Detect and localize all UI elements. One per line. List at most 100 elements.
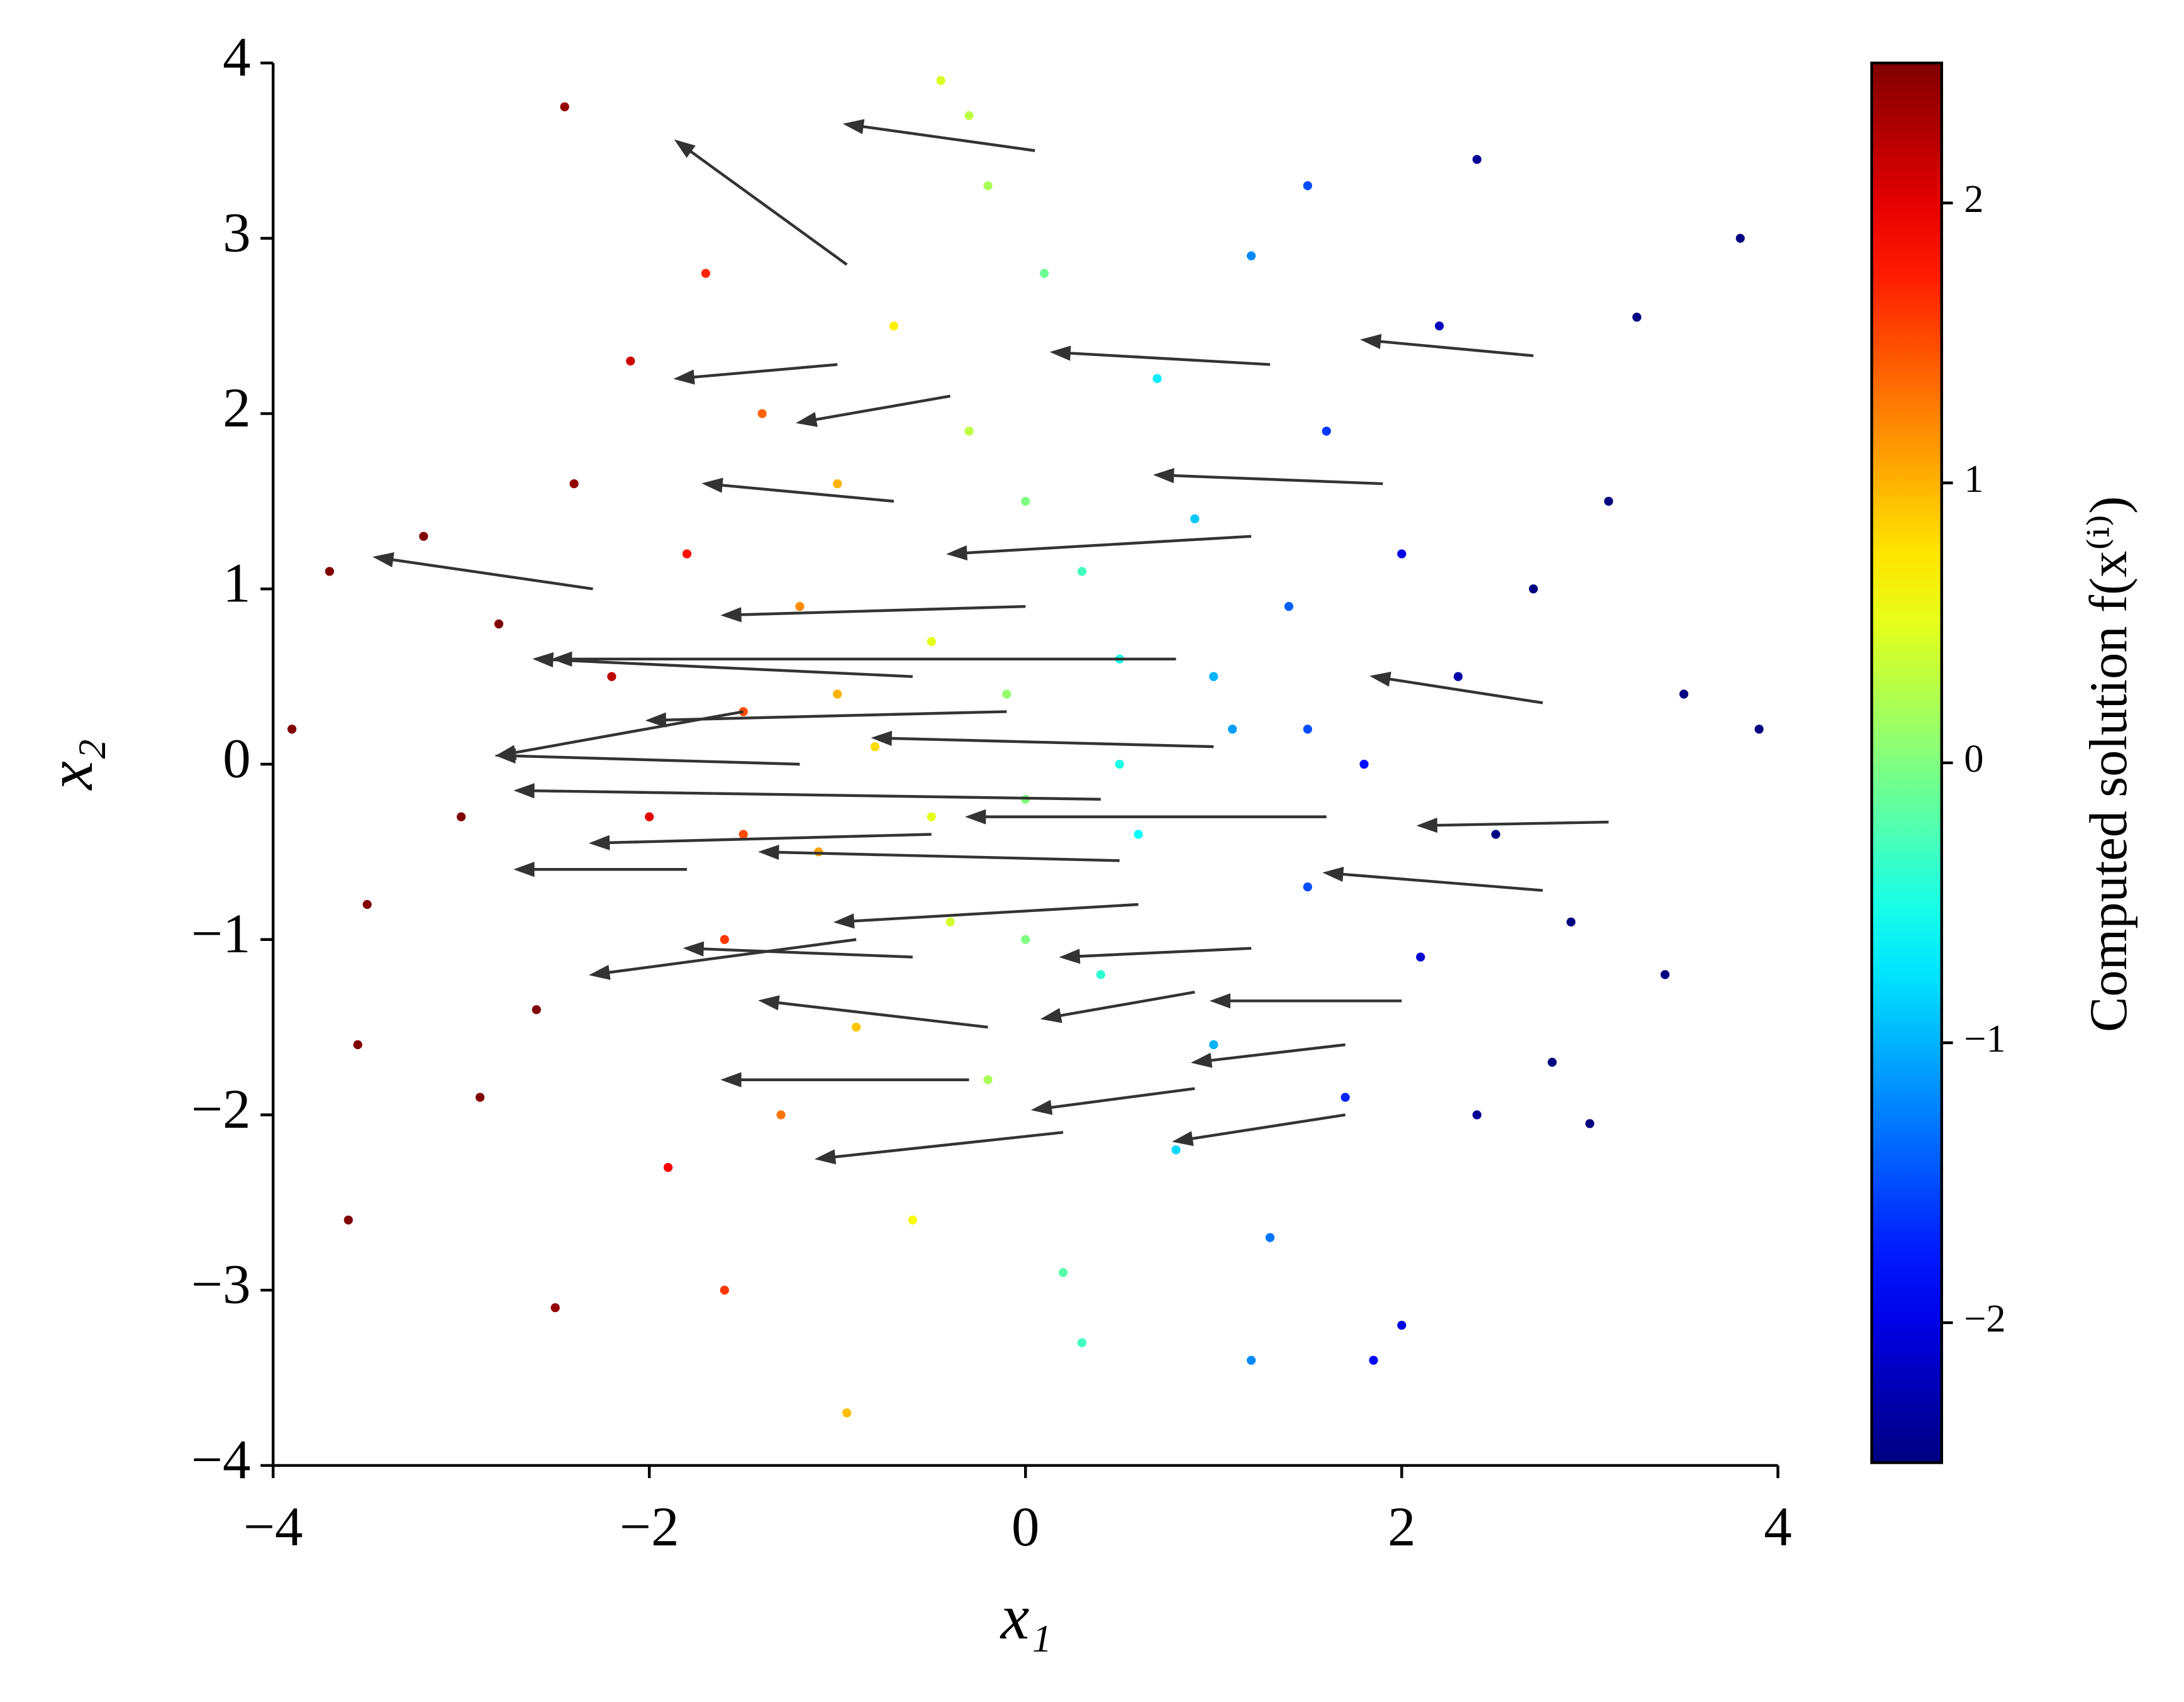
colorbar-tick-label: 1	[1964, 457, 1983, 501]
point	[1754, 725, 1764, 734]
arrow	[758, 844, 1120, 862]
point	[1369, 1355, 1378, 1365]
arrow	[589, 938, 857, 980]
point	[682, 549, 692, 559]
point	[757, 409, 767, 418]
point	[1077, 1338, 1087, 1347]
arrow	[842, 119, 1035, 152]
arrow	[833, 903, 1139, 929]
point	[1604, 496, 1613, 506]
colorbar	[1870, 61, 1943, 1464]
point	[1303, 725, 1312, 734]
point	[1359, 759, 1369, 769]
arrow	[1153, 468, 1383, 486]
point	[1660, 970, 1670, 979]
point	[795, 602, 805, 611]
x-tick-label: 2	[1388, 1496, 1416, 1558]
point	[927, 637, 936, 647]
arrow	[645, 710, 1007, 728]
y-tick-label: −1	[191, 903, 251, 965]
arrow	[1030, 1087, 1195, 1115]
arrow	[814, 1131, 1064, 1165]
point	[1190, 514, 1200, 523]
point	[1002, 689, 1011, 699]
axes-layer: −4 −2 0 2 4 −4 −3 −2 −1 0 1 2 3 4 −2 −1 0 1 2	[191, 27, 2006, 1559]
arrow	[946, 535, 1252, 561]
point	[419, 531, 428, 541]
arrow	[758, 995, 988, 1029]
arrow	[551, 651, 1176, 667]
point	[1566, 917, 1576, 927]
point	[1491, 830, 1500, 839]
arrow	[1172, 1113, 1346, 1147]
point	[1265, 1233, 1275, 1242]
point	[1322, 426, 1331, 436]
point	[626, 356, 635, 366]
point	[1340, 1093, 1350, 1102]
colorbar-label: Computed solution f(x⁽ⁱ⁾)	[2080, 496, 2138, 1032]
point	[1058, 1268, 1068, 1277]
point	[1247, 251, 1256, 260]
x-tick-label: −2	[620, 1496, 679, 1558]
point	[1529, 584, 1538, 594]
arrow	[372, 552, 593, 591]
point	[936, 75, 945, 86]
point	[362, 899, 372, 909]
point	[475, 1093, 485, 1102]
colorbar-tick-label: 0	[1964, 737, 1983, 781]
point	[908, 1215, 918, 1225]
arrow	[701, 477, 894, 503]
arrows-layer	[372, 119, 1609, 1165]
point	[569, 479, 579, 489]
y-tick-label: 0	[223, 728, 251, 789]
arrow	[673, 363, 838, 385]
point	[983, 1075, 993, 1084]
arrow	[1360, 333, 1534, 357]
arrow	[532, 652, 913, 678]
arrow	[674, 139, 848, 266]
point	[1209, 672, 1218, 681]
y-tick-label: 1	[223, 553, 251, 615]
point	[833, 689, 842, 699]
x-tick-label: 0	[1011, 1496, 1040, 1558]
point	[1679, 689, 1689, 699]
point	[664, 1162, 673, 1172]
arrow	[720, 1072, 969, 1087]
arrow	[494, 748, 800, 766]
point	[607, 672, 616, 681]
point	[1453, 672, 1463, 681]
arrow	[589, 833, 932, 850]
y-tick-label: −2	[191, 1079, 251, 1140]
point	[1303, 181, 1312, 191]
point	[738, 830, 748, 839]
point	[983, 181, 993, 191]
arrow	[1416, 818, 1609, 833]
arrow	[1369, 671, 1543, 704]
arrow	[965, 809, 1327, 825]
colorbar-tick-label: −2	[1964, 1297, 2005, 1340]
point	[645, 812, 654, 821]
arrow	[1322, 866, 1543, 892]
point	[550, 1303, 560, 1313]
point	[1435, 321, 1444, 331]
point	[889, 321, 899, 331]
arrow	[1190, 1043, 1346, 1068]
point	[964, 426, 974, 436]
point	[353, 1040, 362, 1050]
point	[1209, 1040, 1218, 1050]
point	[1115, 759, 1124, 769]
point	[1077, 567, 1087, 576]
point	[833, 479, 842, 489]
x-axis-label: x₁	[1000, 1582, 1052, 1653]
point	[701, 269, 711, 278]
point	[945, 917, 955, 927]
point	[1171, 1145, 1181, 1155]
colorbar-tick-label: −1	[1964, 1017, 2005, 1060]
y-tick-label: 4	[223, 27, 251, 89]
arrow	[871, 730, 1214, 748]
point	[1736, 233, 1745, 243]
point	[1416, 952, 1425, 962]
point	[1096, 970, 1106, 979]
arrow	[1059, 947, 1252, 964]
